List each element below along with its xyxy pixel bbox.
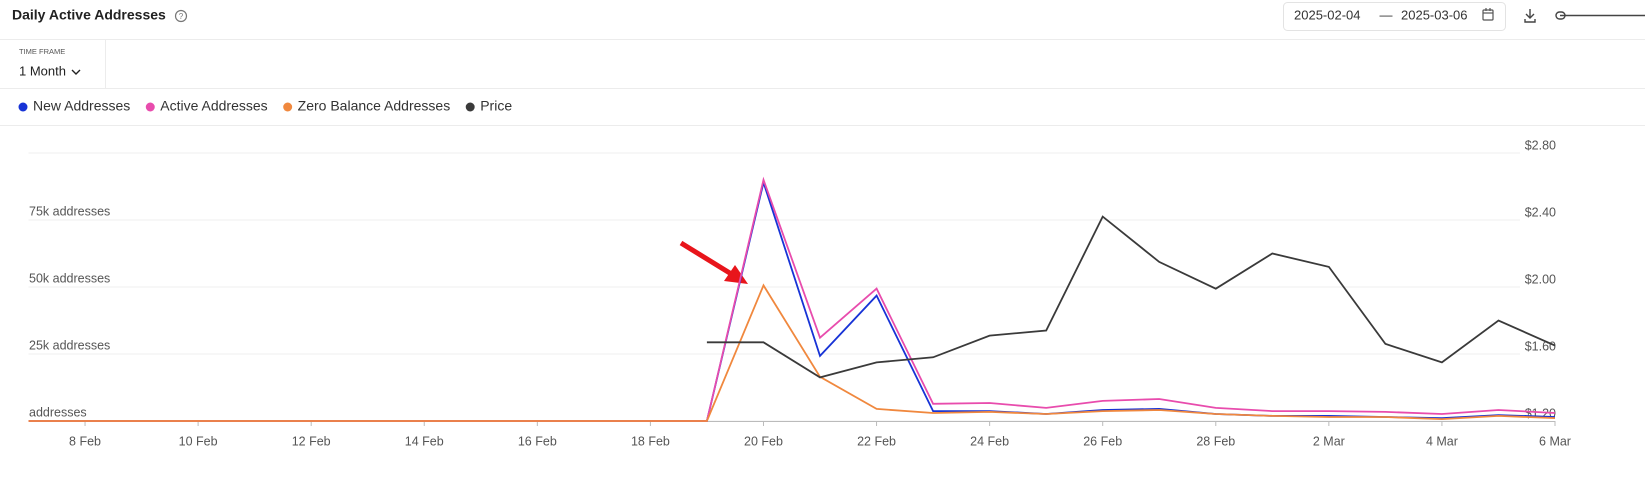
legend-label: Active Addresses (160, 98, 267, 114)
date-end: 2025-03-06 (1401, 7, 1468, 22)
x-tick-label: 10 Feb (179, 434, 218, 448)
series-line (706, 215, 1556, 379)
x-tick-label: 26 Feb (1083, 434, 1122, 448)
dropdown-icon[interactable] (71, 69, 81, 75)
x-tick-label: 24 Feb (970, 434, 1009, 448)
x-tick-label: 16 Feb (518, 434, 557, 448)
x-tick-label: 8 Feb (69, 434, 101, 448)
link-icon[interactable] (1555, 11, 1645, 20)
help-icon[interactable]: ? (174, 9, 188, 23)
date-separator: — (1380, 7, 1393, 22)
series-line (28, 179, 1556, 422)
calendar-icon[interactable] (1482, 8, 1494, 21)
y2-tick-label: $1.60 (1525, 339, 1556, 353)
x-tick-label: 6 Mar (1539, 434, 1571, 448)
x-tick-label: 18 Feb (631, 434, 670, 448)
series-line (28, 283, 1556, 422)
y2-tick-label: $2.00 (1525, 272, 1556, 286)
time-frame-label: TIME FRAME (19, 47, 65, 56)
time-frame-select[interactable]: 1 Month (19, 63, 66, 78)
download-icon[interactable] (1524, 9, 1536, 23)
legend-marker (18, 102, 28, 112)
y2-tick-label: $2.80 (1525, 138, 1556, 152)
legend-marker (465, 102, 475, 112)
y-tick-label: 50k addresses (29, 271, 110, 285)
x-tick-label: 12 Feb (292, 434, 331, 448)
legend-label: Zero Balance Addresses (298, 98, 451, 114)
date-range[interactable] (1283, 2, 1506, 31)
legend-label: Price (480, 98, 512, 114)
legend-label: New Addresses (33, 98, 130, 114)
y-tick-label: addresses (29, 405, 87, 419)
date-start: 2025-02-04 (1294, 7, 1361, 22)
x-tick-label: 28 Feb (1196, 434, 1235, 448)
legend-marker (145, 102, 155, 112)
x-tick-label: 20 Feb (744, 434, 783, 448)
x-tick-label: 2 Mar (1313, 434, 1345, 448)
svg-text:?: ? (179, 12, 184, 21)
x-tick-label: 14 Feb (405, 434, 444, 448)
legend-marker (283, 102, 293, 112)
page-title: Daily Active Addresses (12, 7, 166, 23)
x-tick-label: 22 Feb (857, 434, 896, 448)
x-tick-label: 4 Mar (1426, 434, 1458, 448)
y2-tick-label: $2.40 (1525, 205, 1556, 219)
y-tick-label: 75k addresses (29, 204, 110, 218)
series-line (28, 176, 1556, 422)
y-tick-label: 25k addresses (29, 338, 110, 352)
annotation-arrow (679, 240, 748, 284)
